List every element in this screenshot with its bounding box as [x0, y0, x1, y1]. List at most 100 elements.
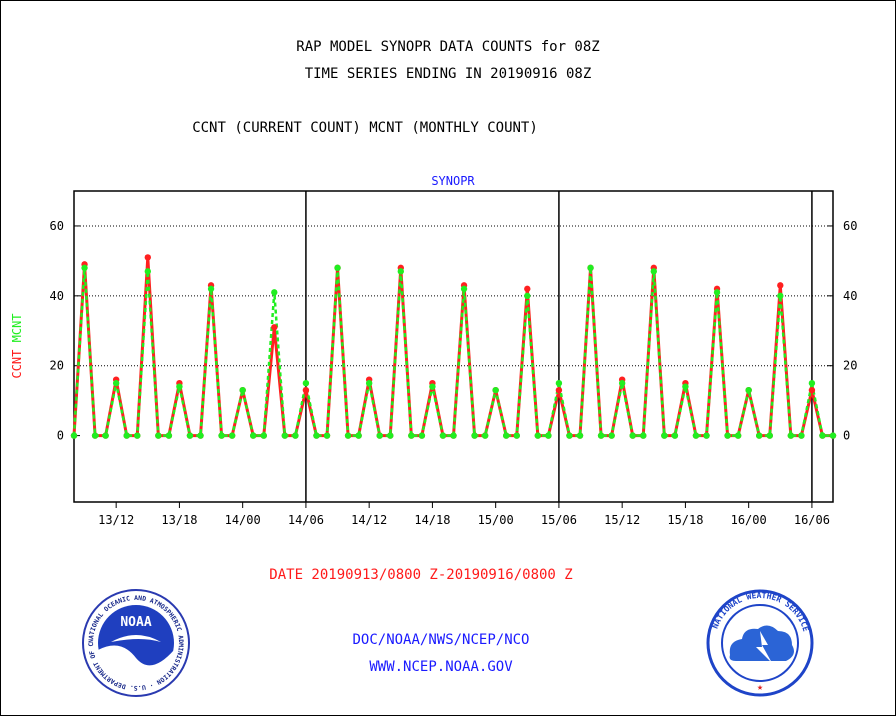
data-point-mcnt [734, 432, 742, 439]
data-point-mcnt [545, 432, 552, 439]
data-point-mcnt [323, 432, 331, 439]
x-tick-label: 16/06 [794, 513, 830, 527]
data-point-mcnt [798, 432, 805, 439]
data-point-mcnt [650, 268, 657, 275]
data-point-mcnt [155, 432, 162, 439]
plot-title: SYNOPR [431, 174, 475, 188]
data-point-ccnt [144, 254, 151, 261]
data-point-mcnt [112, 379, 120, 387]
data-point-mcnt [534, 432, 542, 439]
y-axis-label-ccnt: CCNT [10, 350, 24, 379]
data-point-mcnt [481, 432, 489, 439]
data-point-mcnt [197, 432, 204, 439]
data-point-mcnt [808, 379, 816, 387]
data-point-mcnt [597, 432, 605, 439]
data-point-mcnt [713, 289, 721, 296]
data-point-mcnt [271, 289, 278, 296]
data-point-mcnt [439, 432, 447, 439]
x-tick-label: 13/18 [161, 513, 197, 527]
time-series-chart: SYNOPR 0 0 20 20 40 40 60 60 13/12 13/18 14/00 14/06… [10, 174, 857, 527]
data-point-mcnt [524, 292, 531, 300]
data-point-mcnt [207, 285, 215, 293]
series-line-ccnt [72, 257, 833, 438]
data-point-mcnt [292, 432, 299, 439]
data-point-mcnt [492, 386, 499, 394]
data-point-mcnt [576, 432, 584, 439]
data-point-ccnt [271, 324, 278, 331]
data-point-mcnt [176, 383, 183, 390]
data-point-ccnt [777, 282, 784, 289]
data-point-mcnt [81, 264, 88, 272]
data-point-mcnt [756, 432, 763, 439]
x-tick-label: 14/06 [288, 513, 324, 527]
data-point-mcnt [608, 432, 615, 439]
chart-title-line-1: RAP MODEL SYNOPR DATA COUNTS for 08Z [296, 39, 600, 55]
data-point-mcnt [703, 432, 710, 439]
x-tick-label: 15/06 [541, 513, 577, 527]
footer-org: DOC/NOAA/NWS/NCEP/NCO [352, 632, 530, 648]
data-point-mcnt [250, 432, 257, 439]
chart-title-line-3: CCNT (CURRENT COUNT) MCNT (MONTHLY COUNT… [192, 120, 538, 136]
data-point-mcnt [460, 285, 468, 293]
data-point-mcnt [355, 432, 362, 439]
data-point-ccnt [302, 386, 310, 394]
data-point-mcnt [408, 432, 415, 439]
data-point-mcnt [397, 268, 404, 275]
data-point-mcnt [682, 383, 689, 390]
x-tick-label: 14/12 [351, 513, 387, 527]
y-tick-label-right: 0 [843, 429, 850, 443]
plot-frame [73, 190, 834, 503]
data-point-mcnt [829, 432, 837, 439]
data-point-mcnt [629, 432, 636, 439]
data-point-mcnt [228, 432, 236, 439]
data-point-ccnt [524, 285, 531, 293]
data-point-mcnt [819, 432, 826, 439]
data-point-mcnt [787, 432, 795, 439]
noaa-logo: NOAA NATIONAL OCEANIC AND ATMOSPHERIC AD… [81, 588, 190, 697]
chart-title-line-2: TIME SERIES ENDING IN 20190916 08Z [304, 66, 592, 82]
data-point-mcnt [123, 432, 130, 439]
data-point-mcnt [313, 432, 320, 439]
data-point-mcnt [745, 386, 752, 394]
data-point-mcnt [302, 379, 310, 387]
x-tick-label: 15/00 [478, 513, 514, 527]
data-point-mcnt [376, 432, 383, 439]
data-point-mcnt [134, 432, 141, 439]
data-point-ccnt [808, 386, 816, 394]
data-point-ccnt [555, 386, 563, 394]
y-tick-label-right: 20 [843, 359, 857, 373]
data-point-mcnt [239, 386, 246, 394]
date-range-label: DATE 20190913/0800 Z-20190916/0800 Z [269, 567, 573, 583]
x-tick-label: 14/18 [414, 513, 450, 527]
data-point-mcnt [513, 432, 520, 439]
data-point-mcnt [661, 432, 668, 439]
x-tick-label: 15/12 [604, 513, 640, 527]
data-point-mcnt [640, 432, 647, 439]
data-point-mcnt [777, 292, 784, 300]
y-axis-label-mcnt: MCNT [10, 313, 24, 349]
data-point-mcnt [165, 432, 173, 439]
data-point-mcnt [566, 432, 573, 439]
x-tick-label: 15/18 [667, 513, 703, 527]
y-tick-label-right: 60 [843, 219, 857, 233]
nws-logo: NATIONAL WEATHER SERVICE ★ [706, 589, 814, 697]
x-tick-label: 16/00 [731, 513, 767, 527]
data-point-mcnt [724, 432, 731, 439]
y-tick-label-left: 20 [50, 359, 64, 373]
data-point-mcnt [555, 379, 563, 387]
y-tick-label-right: 40 [843, 289, 857, 303]
data-point-mcnt [91, 432, 99, 439]
data-point-mcnt [587, 264, 594, 272]
data-point-mcnt [344, 432, 352, 439]
data-point-mcnt [692, 432, 700, 439]
y-tick-label-left: 0 [57, 429, 64, 443]
data-point-mcnt [450, 432, 457, 439]
data-point-mcnt [144, 268, 151, 275]
data-point-mcnt [429, 383, 436, 390]
noaa-logo-text: NOAA [120, 615, 151, 630]
footer-url: WWW.NCEP.NOAA.GOV [369, 659, 513, 675]
data-point-mcnt [218, 432, 225, 439]
data-point-mcnt [671, 432, 679, 439]
data-point-mcnt [186, 432, 194, 439]
